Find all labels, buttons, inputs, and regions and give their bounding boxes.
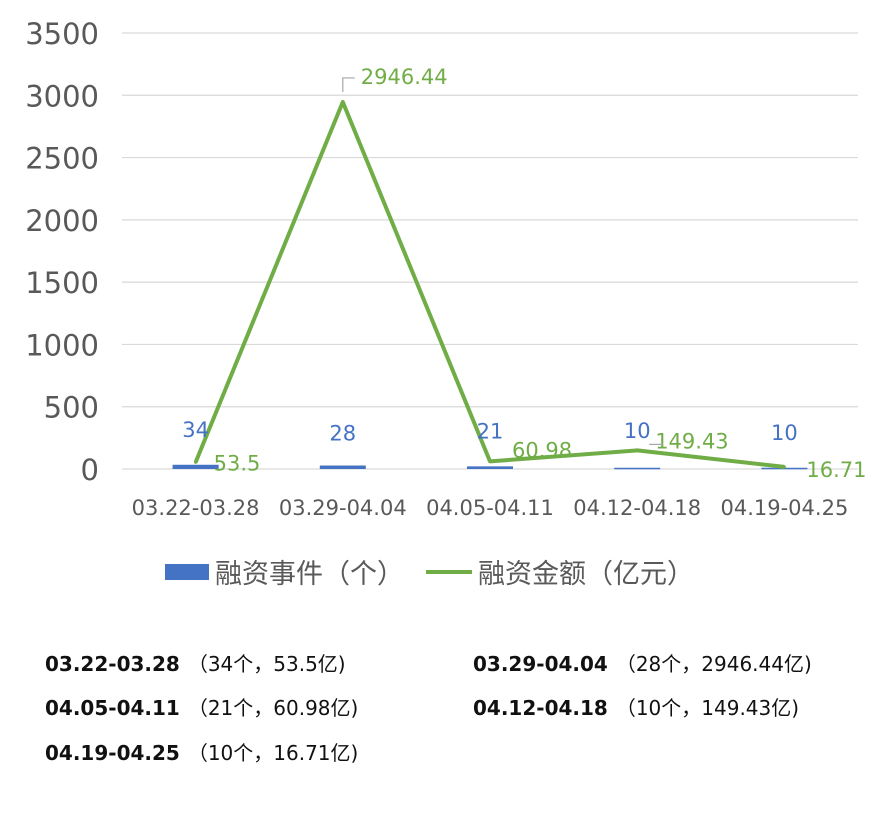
summary-detail: （10个，149.43亿) xyxy=(615,696,800,720)
combo-chart: 0 500 1000 1500 2000 2500 3000 3500 03.22-03.28… xyxy=(25,17,866,520)
summary-detail: （34个，53.5亿) xyxy=(187,652,346,676)
summary-entry: 04.12-04.18 （10个，149.43亿) xyxy=(473,692,799,721)
bar xyxy=(467,466,513,469)
y-tick-label: 1000 xyxy=(25,328,99,362)
x-tick-label: 03.22-03.28 xyxy=(132,496,260,520)
summary-entry: 04.19-04.25 （10个，16.71亿) xyxy=(45,737,358,766)
line-point xyxy=(635,448,639,452)
x-tick-label: 04.12-04.18 xyxy=(573,496,701,520)
x-axis-ticks: 03.22-03.28 03.29-04.04 04.05-04.11 04.12-0… xyxy=(132,496,849,520)
y-tick-label: 1500 xyxy=(25,266,99,300)
line-point xyxy=(488,459,492,463)
legend: 融资事件（个） 融资金额（亿元） xyxy=(165,552,694,591)
bar-data-label: 21 xyxy=(477,419,504,443)
bar-data-label: 28 xyxy=(329,422,356,446)
bar xyxy=(614,467,661,470)
gridlines xyxy=(122,32,858,470)
summary-detail: （10个，16.71亿) xyxy=(187,741,359,765)
y-tick-label: 0 xyxy=(81,453,99,487)
summary-range: 04.12-04.18 xyxy=(473,696,608,720)
legend-item-line: 融资金额（亿元） xyxy=(404,552,694,591)
summary-entry: 04.05-04.11 （21个，60.98亿) xyxy=(45,692,358,721)
x-tick-label: 04.19-04.25 xyxy=(720,496,848,520)
bar-series xyxy=(172,464,808,470)
line-point xyxy=(341,100,345,104)
bar xyxy=(172,464,219,469)
y-tick-label: 3000 xyxy=(25,79,99,113)
summary-detail: （28个，2946.44亿) xyxy=(615,652,812,676)
legend-bar-swatch xyxy=(165,563,209,580)
line-point xyxy=(194,460,198,464)
x-tick-label: 03.29-04.04 xyxy=(279,496,407,520)
line-point xyxy=(782,465,786,469)
summary-range: 04.19-04.25 xyxy=(45,741,180,765)
y-tick-label: 2000 xyxy=(25,204,99,238)
bar xyxy=(319,465,366,469)
line-data-label: 60.98 xyxy=(512,438,572,462)
x-tick-label: 04.05-04.11 xyxy=(426,496,554,520)
bar-data-label: 34 xyxy=(182,418,209,442)
summary-range: 03.22-03.28 xyxy=(45,652,180,676)
legend-line-swatch xyxy=(426,569,472,574)
y-tick-label: 3500 xyxy=(25,17,99,51)
line-data-label: 149.43 xyxy=(655,429,728,453)
line-series xyxy=(193,99,786,469)
legend-line-label: 融资金额（亿元） xyxy=(478,559,694,590)
summary-detail: （21个，60.98亿) xyxy=(187,696,359,720)
summary-entry: 03.22-03.28 （34个，53.5亿) xyxy=(45,648,346,677)
summary-entry: 03.29-04.04 （28个，2946.44亿) xyxy=(473,648,812,677)
summary-range: 03.29-04.04 xyxy=(473,652,608,676)
y-axis-ticks: 0 500 1000 1500 2000 2500 3000 3500 xyxy=(25,17,99,487)
legend-item-bar: 融资事件（个） xyxy=(165,552,404,591)
data-labels: 34 28 21 10 10 53.5 2946.44 60.98 149.43 16.71 xyxy=(182,65,866,482)
line-path xyxy=(193,99,785,469)
summary-range: 04.05-04.11 xyxy=(45,696,180,720)
leader-line xyxy=(342,77,355,92)
y-tick-label: 500 xyxy=(44,391,99,425)
y-tick-label: 2500 xyxy=(25,142,99,176)
bar-data-label: 10 xyxy=(771,421,798,445)
line-data-label: 16.71 xyxy=(806,458,866,482)
bar-data-label: 10 xyxy=(624,419,651,443)
line-data-label: 53.5 xyxy=(214,451,261,475)
legend-bar-label: 融资事件（个） xyxy=(215,559,404,590)
line-data-label: 2946.44 xyxy=(361,65,448,89)
bar xyxy=(761,467,808,470)
